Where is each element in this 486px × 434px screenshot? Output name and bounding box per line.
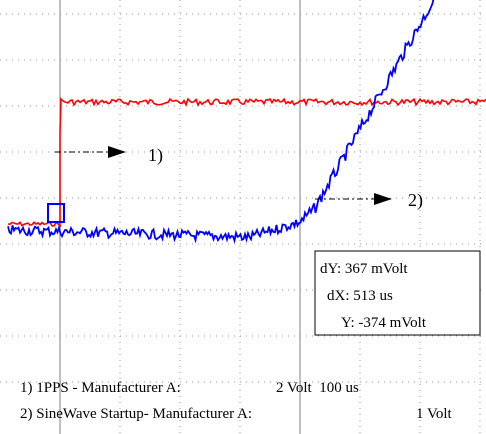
trace-sinewave xyxy=(7,0,435,244)
marker-1-label: 1) xyxy=(148,145,163,166)
readout-y: Y: -374 mVolt xyxy=(341,315,427,331)
cursor-readout: dY: 367 mVolt dX: 513 us Y: -374 mVolt xyxy=(314,250,481,336)
trigger-marker xyxy=(47,203,65,223)
readout-dx: dX: 513 us xyxy=(327,288,393,304)
channel-2-text: 2) SineWave Startup- Manufacturer A: xyxy=(20,406,252,422)
readout-dy: dY: 367 mVolt xyxy=(320,261,408,277)
channel-2-scale: 1 Volt xyxy=(416,406,453,422)
marker-1: 1) xyxy=(55,145,163,166)
channel-info: 1) 1PPS - Manufacturer A: 2 Volt 100 us … xyxy=(20,380,453,422)
channel-1-scale: 2 Volt 100 us xyxy=(276,380,359,396)
trace-1pps xyxy=(7,96,486,228)
marker-2: 2) xyxy=(315,190,423,211)
marker-2-label: 2) xyxy=(408,190,423,211)
channel-1-text: 1) 1PPS - Manufacturer A: xyxy=(20,380,181,396)
